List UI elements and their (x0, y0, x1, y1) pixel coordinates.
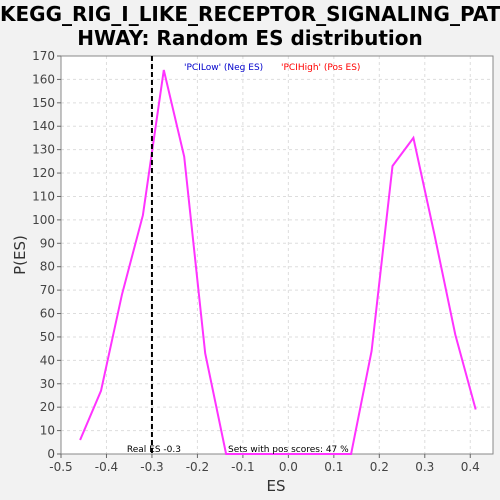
x-tick-label: -0.2 (186, 460, 209, 474)
y-tick-label: 40 (40, 353, 55, 367)
series-layer (79, 69, 477, 455)
y-tick-label: 80 (40, 260, 55, 274)
x-tick-label: -0.3 (140, 460, 163, 474)
y-tick-label: 30 (40, 377, 55, 391)
x-tick-label: -0.1 (231, 460, 254, 474)
real-es-label: Real ES -0.3 (127, 445, 181, 455)
y-tick-label: 110 (32, 189, 55, 203)
y-axis-label: P(ES) (11, 235, 29, 275)
legend-entry: 'PCILow' (Neg ES) (184, 63, 263, 73)
x-tick-label: 0.0 (279, 460, 298, 474)
axes: 0 10 20 30 40 50 60 70 80 90 100 110 120 130 140 150 160… (32, 49, 494, 474)
y-tick-label: 70 (40, 283, 55, 297)
y-tick-label: 20 (40, 400, 55, 414)
plot-area (61, 56, 493, 454)
y-tick-label: 90 (40, 236, 55, 250)
x-tick-label: -0.4 (95, 460, 118, 474)
y-tick-label: 100 (32, 213, 55, 227)
x-axis-label: ES (267, 477, 286, 495)
annotation-layer: Real ES -0.3 Sets with pos scores: 47 % (127, 56, 349, 455)
y-tick-label: 60 (40, 307, 55, 321)
x-tick-label: -0.5 (49, 460, 72, 474)
y-tick-label: 120 (32, 166, 55, 180)
y-tick-label: 0 (47, 447, 55, 461)
x-tick-label: 0.4 (461, 460, 480, 474)
y-tick-label: 170 (32, 49, 55, 63)
chart-title-line-1: KEGG_RIG_I_LIKE_RECEPTOR_SIGNALING_PAT (0, 2, 500, 26)
y-tick-label: 140 (32, 119, 55, 133)
legend-entry: 'PCIHigh' (Pos ES) (281, 63, 360, 73)
es-distribution-line (79, 69, 477, 455)
x-tick-label: 0.2 (370, 460, 389, 474)
y-tick-label: 150 (32, 96, 55, 110)
x-tick-label: 0.3 (415, 460, 434, 474)
chart-title-line-2: HWAY: Random ES distribution (77, 26, 423, 50)
y-tick-label: 160 (32, 72, 55, 86)
pos-scores-label: Sets with pos scores: 47 % (228, 445, 349, 455)
y-tick-label: 50 (40, 330, 55, 344)
y-tick-label: 130 (32, 143, 55, 157)
y-tick-label: 10 (40, 424, 55, 438)
x-tick-label: 0.1 (324, 460, 343, 474)
legend: 'PCILow' (Neg ES) 'PCIHigh' (Pos ES) (184, 63, 360, 73)
